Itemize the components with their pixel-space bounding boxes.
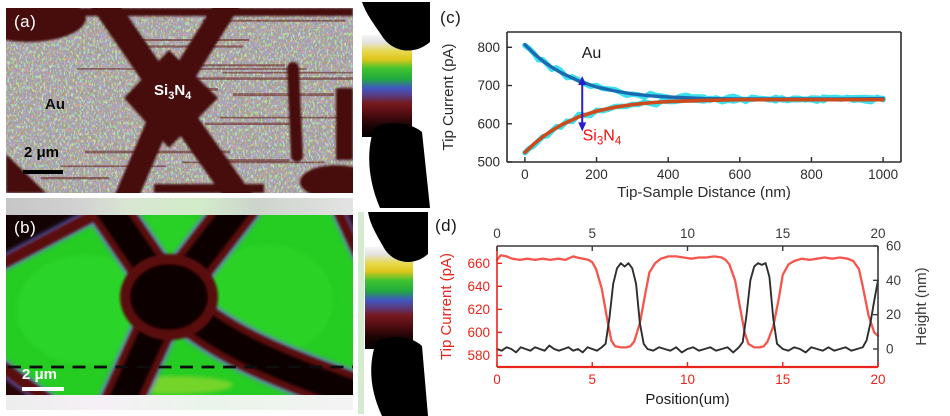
- svg-text:800: 800: [800, 167, 823, 182]
- svg-text:Tip-Sample Distance (nm): Tip-Sample Distance (nm): [617, 184, 791, 201]
- panel-a-image: [0, 0, 397, 213]
- panel-b-image: [0, 182, 381, 416]
- svg-text:20: 20: [886, 307, 901, 322]
- series-tip-current: [495, 254, 880, 349]
- svg-text:Position(um): Position(um): [645, 391, 729, 408]
- series-height: [496, 262, 879, 354]
- colorbar-b: [358, 210, 430, 416]
- svg-text:Au: Au: [582, 45, 602, 62]
- svg-text:Tip Current (pA): Tip Current (pA): [440, 44, 457, 151]
- svg-text:15: 15: [775, 372, 790, 387]
- chart-c-plot: 0 200 400 600 800 1000 500 600 700 800 Tip-Sample …: [440, 31, 902, 201]
- svg-text:5: 5: [588, 226, 596, 241]
- svg-text:0: 0: [493, 372, 501, 387]
- colorbar-a-top-blob: [362, 2, 430, 51]
- separator-band-top: [6, 198, 353, 215]
- panel-a-au-region-label: Au: [45, 96, 65, 113]
- svg-text:15: 15: [775, 226, 790, 241]
- colorbar-a-image: [362, 2, 430, 208]
- svg-text:Tip Current (pA): Tip Current (pA): [438, 253, 455, 360]
- colorbar-a-bottom-blob: [369, 123, 430, 208]
- colorbar-a: [358, 2, 430, 208]
- svg-text:400: 400: [657, 167, 680, 182]
- svg-text:500: 500: [477, 155, 500, 170]
- chart-c-approach-curves: 0 200 400 600 800 1000 500 600 700 800 Tip-Sample …: [433, 0, 950, 203]
- svg-text:200: 200: [585, 167, 608, 182]
- svg-text:0: 0: [493, 226, 501, 241]
- svg-text:Si3N4: Si3N4: [583, 128, 622, 148]
- svg-text:0: 0: [521, 167, 529, 182]
- svg-text:10: 10: [680, 226, 695, 241]
- colorbar-b-gradient: [365, 247, 413, 349]
- svg-text:20: 20: [870, 226, 885, 241]
- panel-c-label: (c): [440, 8, 462, 27]
- panel-a-scalebar: [23, 170, 63, 174]
- svg-text:5: 5: [588, 372, 596, 387]
- separator-band-bottom: [6, 395, 353, 410]
- svg-text:10: 10: [680, 372, 695, 387]
- svg-text:0: 0: [886, 341, 894, 356]
- svg-text:660: 660: [467, 256, 490, 271]
- svg-text:20: 20: [870, 372, 885, 387]
- panel-a-si3n4-dark-region: [0, 0, 372, 213]
- colorbar-b-bottom-blob: [371, 337, 428, 416]
- svg-text:60: 60: [886, 239, 901, 254]
- panel-b-label: (b): [14, 218, 37, 237]
- panel-b-scalebar-text: 2 μm: [22, 366, 58, 383]
- chart-d-plot: 0 5 10 15 200 5 10 15 205806006206406600204060Po…: [438, 226, 930, 408]
- panel-b-topography-map: (b) 2 μm: [0, 182, 381, 416]
- chart-d-line-profiles: 0 5 10 15 20 0 5 10 15 20 580 600 620 640 660 0 20 40 60 Po…: [433, 203, 950, 416]
- svg-text:700: 700: [477, 78, 500, 93]
- svg-text:600: 600: [477, 116, 500, 131]
- panel-a-si3n4-region-label: Si3N4: [154, 82, 192, 102]
- colorbar-b-image: [358, 212, 428, 416]
- panel-d-label: (d): [435, 216, 458, 235]
- svg-text:640: 640: [467, 279, 490, 294]
- panel-b-center-si3n4-region: [120, 254, 218, 340]
- svg-text:1000: 1000: [868, 167, 898, 182]
- panel-a-current-map: (a) Au Si3N4 2 μm: [0, 0, 397, 213]
- series-si3n4: [523, 97, 885, 155]
- svg-text:Height (nm): Height (nm): [913, 267, 930, 345]
- panel-a-label: (a): [14, 12, 37, 31]
- panel-a-scalebar-text: 2 μm: [24, 144, 60, 161]
- colorbar-b-top-blob: [368, 212, 428, 262]
- colorbar-a-gradient: [362, 35, 412, 137]
- svg-text:600: 600: [467, 325, 490, 340]
- svg-text:600: 600: [729, 167, 752, 182]
- colorbar-b-edge-smear: [358, 212, 364, 414]
- svg-text:580: 580: [467, 348, 490, 363]
- svg-text:40: 40: [886, 273, 901, 288]
- svg-text:620: 620: [467, 302, 490, 317]
- panel-b-scalebar: [22, 387, 64, 391]
- svg-text:800: 800: [477, 40, 500, 55]
